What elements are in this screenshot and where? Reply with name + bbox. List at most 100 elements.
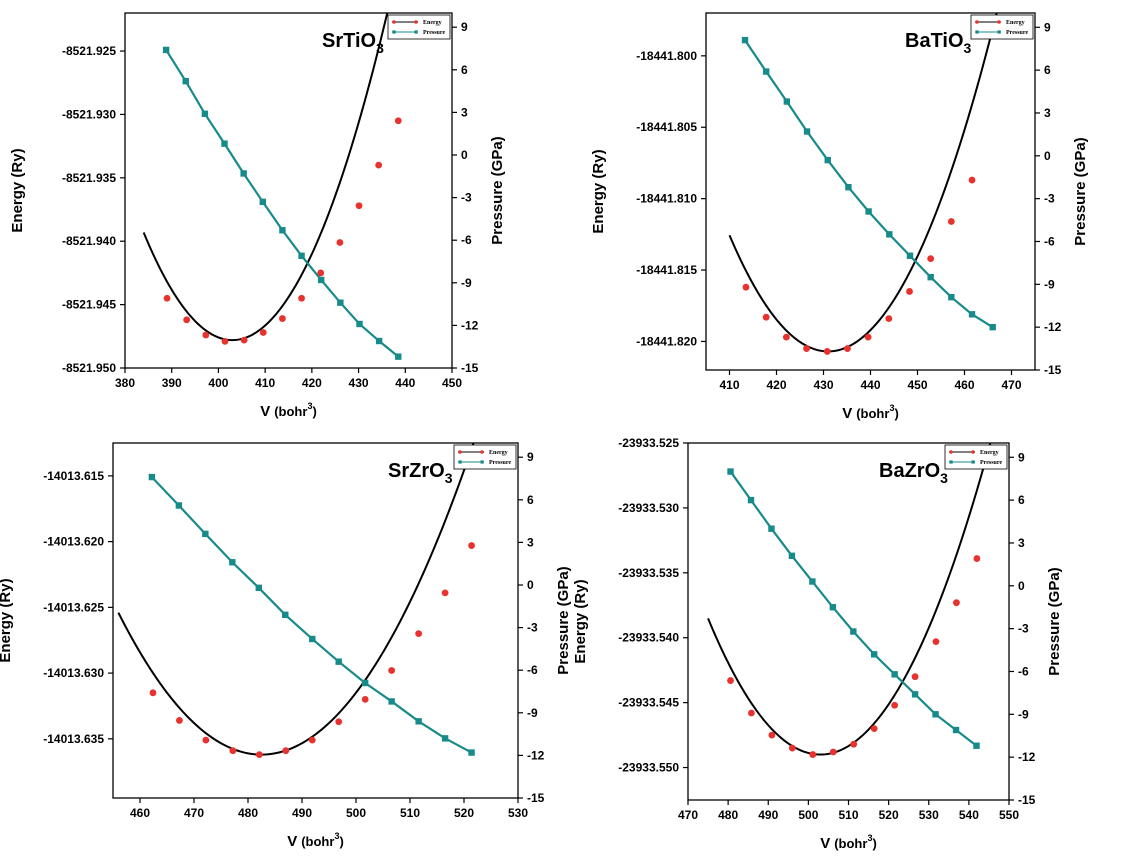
- pressure-point: [829, 604, 837, 611]
- energy-point: [973, 555, 981, 562]
- y-tick-label: -8521.945: [62, 298, 116, 312]
- pressure-point: [318, 276, 325, 284]
- x-tick-label: 480: [238, 806, 258, 820]
- plot-area: [142, 13, 402, 360]
- legend-energy-marker: [392, 20, 396, 24]
- x-axis-label-close: ): [872, 836, 876, 851]
- chart-panel: 470 480 490 500 510 520 530 540 550 -23933.525 -23…: [565, 433, 1131, 866]
- chart-title: BaTiO3: [905, 30, 972, 56]
- y-axis-label: Energy (Ry): [590, 149, 607, 233]
- energy-point: [870, 725, 878, 732]
- pressure-point: [911, 691, 919, 698]
- pressure-point: [468, 749, 475, 756]
- pressure-point: [952, 726, 960, 734]
- y-tick-label: -18441.805: [636, 120, 697, 134]
- pressure-point: [202, 530, 209, 538]
- y2-tick-label: -3: [527, 621, 538, 635]
- legend-energy-marker: [997, 20, 1001, 24]
- y-tick-label: -14013.625: [43, 600, 104, 614]
- energy-point: [885, 315, 893, 322]
- energy-point: [361, 695, 369, 703]
- x-tick-label: 440: [860, 378, 880, 392]
- legend-box: [944, 444, 1008, 470]
- plot-frame: [705, 12, 1036, 371]
- x-tick-label: 550: [999, 808, 1019, 822]
- legend-pressure-marker: [949, 460, 953, 464]
- legend: Energy Pressure: [944, 444, 1008, 470]
- x-axis-label-var: V: [287, 833, 297, 850]
- legend-energy-marker: [458, 450, 462, 454]
- pressure-point: [337, 299, 344, 306]
- y-tick-label: -14013.630: [43, 666, 104, 680]
- y2-tick-label: 0: [1018, 579, 1025, 593]
- legend-energy-marker: [480, 450, 484, 454]
- energy-fit-line: [142, 13, 389, 342]
- energy-point: [809, 751, 817, 758]
- chart-title-formula: SrZrO: [388, 460, 445, 482]
- legend: Energy Pressure: [387, 14, 451, 40]
- energy-point: [844, 345, 851, 352]
- energy-point: [968, 176, 976, 184]
- energy-point: [221, 337, 229, 345]
- legend-pressure-marker: [975, 30, 979, 34]
- energy-point: [891, 701, 899, 709]
- pressure-point: [741, 36, 749, 44]
- pressure-point: [361, 679, 369, 687]
- pressure-point: [768, 525, 775, 532]
- y2-tick-label: -6: [1018, 664, 1029, 678]
- x-tick-label: 460: [954, 378, 974, 392]
- pressure-point: [240, 170, 247, 177]
- pressure-point: [809, 578, 816, 585]
- legend-energy-marker: [949, 450, 953, 454]
- energy-point: [202, 736, 210, 744]
- x-tick-label: 520: [879, 808, 899, 822]
- y2-tick-label: 6: [461, 63, 468, 77]
- x-axis-label-var: V: [260, 403, 270, 420]
- y2-tick-label: 3: [1044, 106, 1051, 120]
- x-axis-label: V (bohr3): [820, 833, 877, 852]
- y-tick-label: -23933.540: [618, 631, 679, 645]
- pressure-point: [201, 110, 209, 118]
- y2-tick-label: 9: [1044, 20, 1051, 34]
- y-tick-label: -23933.530: [618, 501, 679, 515]
- chart-panel: 380 390 400 410 420 430 440 450 -8521.925 -8521.9…: [0, 0, 565, 433]
- energy-point: [788, 744, 796, 752]
- pressure-point: [850, 628, 857, 635]
- energy-point: [768, 731, 776, 739]
- legend-pressure-label: Pressure: [423, 30, 445, 36]
- legend-pressure-label: Pressure: [980, 460, 1002, 466]
- x-axis-label: V (bohr3): [287, 831, 344, 850]
- x-tick-label: 530: [919, 808, 939, 822]
- energy-point: [298, 294, 305, 302]
- plot-frame: [124, 12, 453, 369]
- legend-pressure-marker: [392, 30, 396, 34]
- pressure-point: [441, 735, 449, 742]
- plot-frame: [112, 442, 519, 799]
- pressure-point: [932, 711, 939, 718]
- pressure-point: [891, 671, 898, 678]
- chart-title-formula: SrTiO: [322, 30, 376, 52]
- x-tick-label: 410: [255, 376, 275, 390]
- pressure-point: [803, 128, 811, 135]
- energy-point: [953, 599, 960, 607]
- legend-pressure-marker: [997, 30, 1001, 34]
- x-tick-label: 470: [678, 808, 698, 822]
- pressure-point: [845, 184, 852, 191]
- pressure-point: [788, 552, 796, 560]
- y2-tick-label: 9: [1018, 450, 1025, 464]
- x-axis-label-unit: (bohr: [834, 836, 867, 851]
- energy-point: [176, 717, 183, 724]
- y2-tick-label: -6: [527, 663, 538, 677]
- y-tick-label: -14013.635: [43, 732, 104, 746]
- y-tick-label: -23933.525: [618, 436, 679, 450]
- pressure-point: [762, 68, 770, 75]
- chart-title-subscript: 3: [376, 40, 384, 56]
- y2-tick-label: -9: [461, 276, 472, 290]
- x-axis-label-sup: 3: [867, 833, 872, 843]
- energy-point: [864, 333, 872, 341]
- x-tick-label: 430: [349, 376, 369, 390]
- pressure-point: [968, 311, 976, 318]
- energy-point: [279, 315, 286, 322]
- energy-point: [911, 673, 919, 681]
